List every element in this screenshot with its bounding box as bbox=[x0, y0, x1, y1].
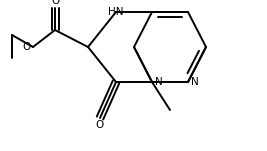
Text: O: O bbox=[23, 42, 31, 52]
Text: HN: HN bbox=[108, 7, 124, 17]
Text: N: N bbox=[191, 77, 199, 87]
Text: O: O bbox=[96, 120, 104, 130]
Text: O: O bbox=[51, 0, 59, 6]
Text: N: N bbox=[155, 77, 163, 87]
